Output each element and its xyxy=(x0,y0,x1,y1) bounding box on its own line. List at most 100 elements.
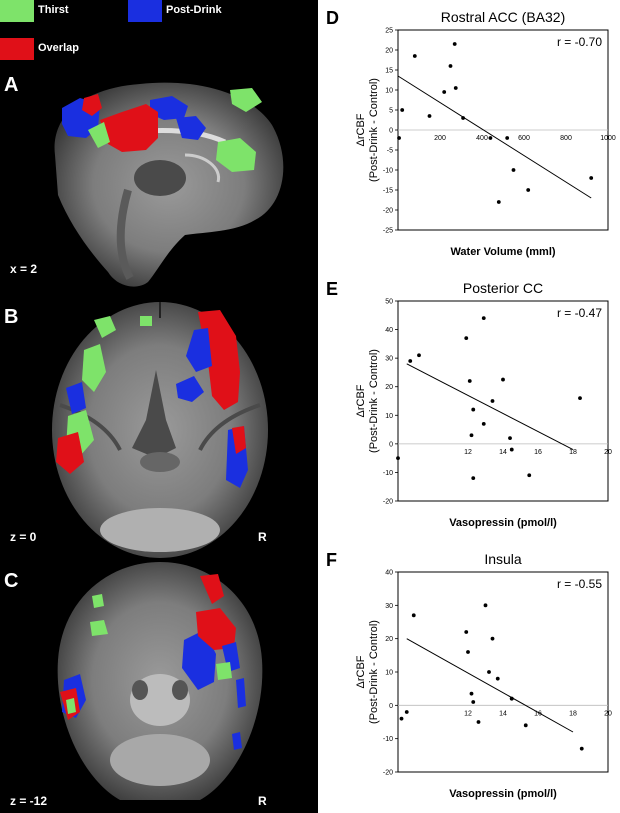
data-point xyxy=(417,353,421,358)
plot-frame xyxy=(397,571,609,773)
data-point xyxy=(467,379,472,383)
regression-line xyxy=(397,75,592,199)
y-tick-label: 10 xyxy=(385,413,393,420)
sagittal-activation xyxy=(62,88,262,172)
correlation-annotation: r = -0.47 xyxy=(557,306,602,320)
axial-activation-z0 xyxy=(56,310,248,488)
x-tick-label: 12 xyxy=(464,449,472,456)
slice-label-a: x = 2 xyxy=(10,262,38,276)
slice-label-b: z = 0 xyxy=(10,530,37,544)
x-tick-label: 1000 xyxy=(600,135,616,142)
data-point xyxy=(509,696,514,701)
x-tick-label: 20 xyxy=(604,710,612,717)
axial-slice-z-12 xyxy=(57,562,263,800)
brain-slices-graphic xyxy=(52,82,284,800)
data-point xyxy=(487,670,491,674)
y-tick-label: -5 xyxy=(387,148,393,155)
y-tick-label: 30 xyxy=(385,603,393,610)
x-axis-label: Vasopressin (pmol/l) xyxy=(449,517,557,529)
y-axis-label: ΔrCBF(Post-Drink - Control) xyxy=(355,78,380,182)
y-tick-label: 10 xyxy=(385,670,393,677)
data-point xyxy=(589,176,594,180)
data-point xyxy=(427,114,432,118)
y-axis-label-line: ΔrCBF xyxy=(355,113,367,146)
y-tick-label: 20 xyxy=(385,48,393,55)
chart-panel-letter: D xyxy=(326,8,339,28)
data-point xyxy=(481,316,486,321)
data-point xyxy=(408,359,413,363)
y-tick-label: 20 xyxy=(385,384,393,391)
data-point xyxy=(509,447,514,452)
y-axis-label-line: (Post-Drink - Control) xyxy=(368,78,380,182)
correlation-annotation: r = -0.70 xyxy=(557,35,602,49)
data-point xyxy=(453,86,458,90)
y-tick-label: 0 xyxy=(389,441,393,448)
y-tick-label: -20 xyxy=(383,770,393,777)
y-tick-label: 0 xyxy=(389,128,393,135)
y-axis-label-line: (Post-Drink - Control) xyxy=(368,349,380,453)
y-axis-label-line: ΔrCBF xyxy=(355,384,367,417)
y-tick-label: 50 xyxy=(385,299,393,306)
data-point xyxy=(400,108,405,112)
slice-label-c: z = -12 xyxy=(10,794,48,808)
correlation-annotation: r = -0.55 xyxy=(557,577,602,591)
data-point xyxy=(399,716,404,721)
data-point xyxy=(511,168,516,172)
data-point xyxy=(396,456,400,461)
data-point xyxy=(578,396,582,401)
data-point xyxy=(471,700,476,704)
x-tick-label: 200 xyxy=(434,135,446,142)
chart-insula: F Insula 40 30 20 10 0 -10 -20 12 14 16 18 20 r = -0.5… xyxy=(326,550,612,800)
x-tick-label: 18 xyxy=(569,710,577,717)
y-tick-label: -25 xyxy=(383,228,393,235)
data-point xyxy=(464,336,469,341)
data-point xyxy=(452,42,457,46)
x-tick-label: 800 xyxy=(560,135,572,142)
y-axis-label-line: ΔrCBF xyxy=(355,655,367,688)
x-tick-label: 600 xyxy=(518,135,530,142)
data-point xyxy=(397,136,401,140)
y-axis-label-line: (Post-Drink - Control) xyxy=(368,620,380,724)
data-point xyxy=(496,200,501,204)
y-tick-label: 0 xyxy=(389,703,393,710)
data-point xyxy=(469,691,474,696)
data-point xyxy=(476,720,481,724)
plot-frame xyxy=(397,300,609,502)
data-point xyxy=(490,399,495,403)
chart-posterior-cc: E Posterior CC 50 40 30 20 10 0 -10 -20 12 14 16 18 20… xyxy=(326,279,612,529)
data-point xyxy=(404,710,409,714)
y-tick-label: 40 xyxy=(385,327,393,334)
x-tick-label: 12 xyxy=(464,710,472,717)
x-axis-label: Water Volume (mml) xyxy=(450,246,555,258)
data-point xyxy=(412,54,417,58)
data-point xyxy=(442,90,447,94)
y-tick-label: 25 xyxy=(385,28,393,35)
y-tick-label: -10 xyxy=(383,470,393,477)
chart-title: Rostral ACC (BA32) xyxy=(441,9,565,25)
data-point xyxy=(495,676,500,681)
data-point xyxy=(505,136,510,140)
y-tick-label: 10 xyxy=(385,88,393,95)
x-tick-label: 16 xyxy=(534,710,542,717)
legend-swatch-thirst xyxy=(0,0,34,22)
data-point xyxy=(411,613,416,618)
x-tick-label: 14 xyxy=(499,710,507,717)
data-point xyxy=(523,723,528,728)
legend-label-overlap: Overlap xyxy=(38,42,79,54)
data-point xyxy=(471,407,476,412)
x-tick-label: 14 xyxy=(499,449,507,456)
chart-rostral-acc: D Rostral ACC (BA32) 25 20 15 10 5 0 -5 -10 -15 -20… xyxy=(326,8,616,258)
chart-title: Posterior CC xyxy=(463,280,543,296)
y-tick-label: 40 xyxy=(385,570,393,577)
data-point xyxy=(466,650,470,654)
data-point xyxy=(526,188,531,192)
orientation-label-c: R xyxy=(258,794,267,808)
y-tick-label: -20 xyxy=(383,499,393,506)
data-point xyxy=(464,630,469,634)
y-tick-label: -10 xyxy=(383,168,393,175)
data-point xyxy=(490,636,495,641)
x-axis-label: Vasopressin (pmol/l) xyxy=(449,788,557,800)
chart-panel-letter: F xyxy=(326,550,337,570)
y-tick-label: 30 xyxy=(385,356,393,363)
y-tick-label: -20 xyxy=(383,208,393,215)
